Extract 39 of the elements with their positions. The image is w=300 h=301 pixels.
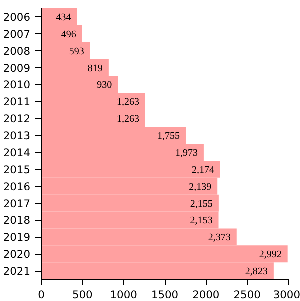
x-tick-label: 1500 bbox=[151, 288, 179, 301]
x-tick-label: 500 bbox=[72, 288, 94, 301]
y-tick-label: 2007 bbox=[3, 28, 31, 41]
data-label: 2,373 bbox=[208, 232, 231, 244]
x-tick-label: 3000 bbox=[273, 288, 300, 301]
y-tick-label: 2013 bbox=[3, 130, 31, 143]
data-label: 930 bbox=[97, 80, 112, 92]
y-tick-label: 2021 bbox=[3, 265, 31, 278]
y-tick-label: 2008 bbox=[3, 44, 31, 58]
y-tick-label: 2006 bbox=[3, 10, 31, 24]
y-tick-label: 2017 bbox=[3, 197, 31, 210]
y-tick-label: 2019 bbox=[3, 231, 31, 244]
y-tick-label: 2016 bbox=[3, 180, 31, 194]
data-label: 434 bbox=[56, 12, 72, 24]
data-label: 2,992 bbox=[259, 250, 282, 261]
x-tick-label: 2500 bbox=[234, 288, 262, 301]
data-label: 1,755 bbox=[157, 131, 180, 142]
data-label: 2,823 bbox=[245, 266, 268, 278]
y-tick-label: 2010 bbox=[3, 78, 31, 92]
data-label: 2,174 bbox=[192, 164, 214, 176]
data-label: 819 bbox=[88, 63, 103, 74]
y-tick-label: 2011 bbox=[3, 96, 31, 109]
data-label: 2,153 bbox=[190, 216, 213, 227]
data-label: 496 bbox=[61, 29, 76, 40]
x-tick-label: 2000 bbox=[192, 288, 220, 301]
data-label: 2,155 bbox=[190, 198, 213, 210]
x-tick-label: 1000 bbox=[110, 288, 138, 301]
y-tick-label: 2009 bbox=[3, 62, 31, 75]
data-label: 1,263 bbox=[116, 97, 140, 108]
y-tick-label: 2015 bbox=[3, 163, 31, 176]
data-label: 1,973 bbox=[175, 148, 198, 159]
y-tick-label: 2018 bbox=[3, 214, 31, 228]
data-label: 593 bbox=[69, 46, 84, 58]
x-tick-label: 0 bbox=[38, 288, 46, 301]
y-tick-label: 2014 bbox=[3, 146, 31, 160]
y-tick-label: 2020 bbox=[3, 248, 31, 262]
data-label: 2,139 bbox=[189, 182, 212, 193]
y-tick-label: 2012 bbox=[3, 112, 31, 126]
data-label: 1,263 bbox=[116, 114, 140, 126]
